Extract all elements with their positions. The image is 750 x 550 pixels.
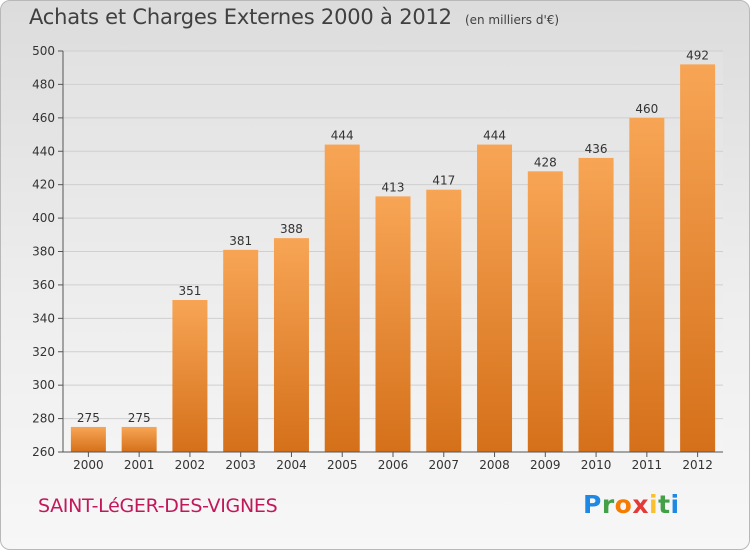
bar [426,189,462,452]
bar-value-label: 428 [534,155,557,169]
y-tick-label: 400 [32,211,55,225]
proxiti-logo: Proxiti [583,490,680,519]
logo-letter: x [632,490,649,519]
logo-letter: o [614,490,633,519]
bar [527,171,563,453]
bar [578,157,614,452]
y-tick-label: 460 [32,111,55,125]
bar [477,144,513,453]
y-tick-label: 480 [32,77,55,91]
bar [273,238,309,452]
x-tick-label: 2005 [327,458,358,472]
bar [70,426,106,452]
bar [121,426,157,452]
logo-letter: i [649,490,659,519]
logo-letter: P [583,490,602,519]
bar-value-label: 417 [432,174,455,188]
town-name: SAINT-LéGER-DES-VIGNES [38,495,278,517]
bar-value-label: 413 [382,180,405,194]
chart-title: Achats et Charges Externes 2000 à 2012 [29,5,452,29]
bar-value-label: 444 [331,129,354,143]
x-tick-label: 2011 [632,458,663,472]
y-tick-label: 280 [32,412,55,426]
bar [375,196,411,452]
bar [680,64,716,452]
bar [629,117,665,452]
bar-value-label: 444 [483,129,506,143]
y-tick-label: 300 [32,378,55,392]
y-tick-label: 500 [32,44,55,58]
logo-letter: r [601,490,615,519]
y-tick-label: 320 [32,345,55,359]
x-tick-label: 2004 [276,458,307,472]
y-tick-label: 360 [32,278,55,292]
bar-value-label: 275 [77,411,100,425]
x-tick-label: 2008 [479,458,510,472]
y-tick-label: 260 [32,445,55,459]
y-tick-label: 380 [32,245,55,259]
x-tick-label: 2003 [225,458,256,472]
chart-subtitle: (en milliers d'€) [464,13,560,27]
bar-value-label: 436 [585,142,608,156]
x-tick-label: 2002 [175,458,206,472]
chart-header: Achats et Charges Externes 2000 à 2012 (… [29,5,559,29]
x-tick-label: 2012 [682,458,713,472]
y-tick-label: 440 [32,144,55,158]
x-tick-label: 2000 [73,458,104,472]
bar-value-label: 460 [635,102,658,116]
x-tick-label: 2010 [581,458,612,472]
logo-letter: i [670,490,680,519]
bar [172,299,208,452]
bar-value-label: 351 [178,284,201,298]
bar-value-label: 492 [686,48,709,62]
logo-letter: t [658,490,671,519]
bar-value-label: 381 [229,234,252,248]
x-tick-label: 2007 [428,458,459,472]
bar-value-label: 388 [280,222,303,236]
x-tick-label: 2009 [530,458,561,472]
y-tick-label: 340 [32,311,55,325]
x-tick-label: 2001 [124,458,155,472]
bar [324,144,360,453]
y-tick-label: 420 [32,178,55,192]
x-tick-label: 2006 [378,458,409,472]
bar-value-label: 275 [128,411,151,425]
bar [223,249,259,452]
